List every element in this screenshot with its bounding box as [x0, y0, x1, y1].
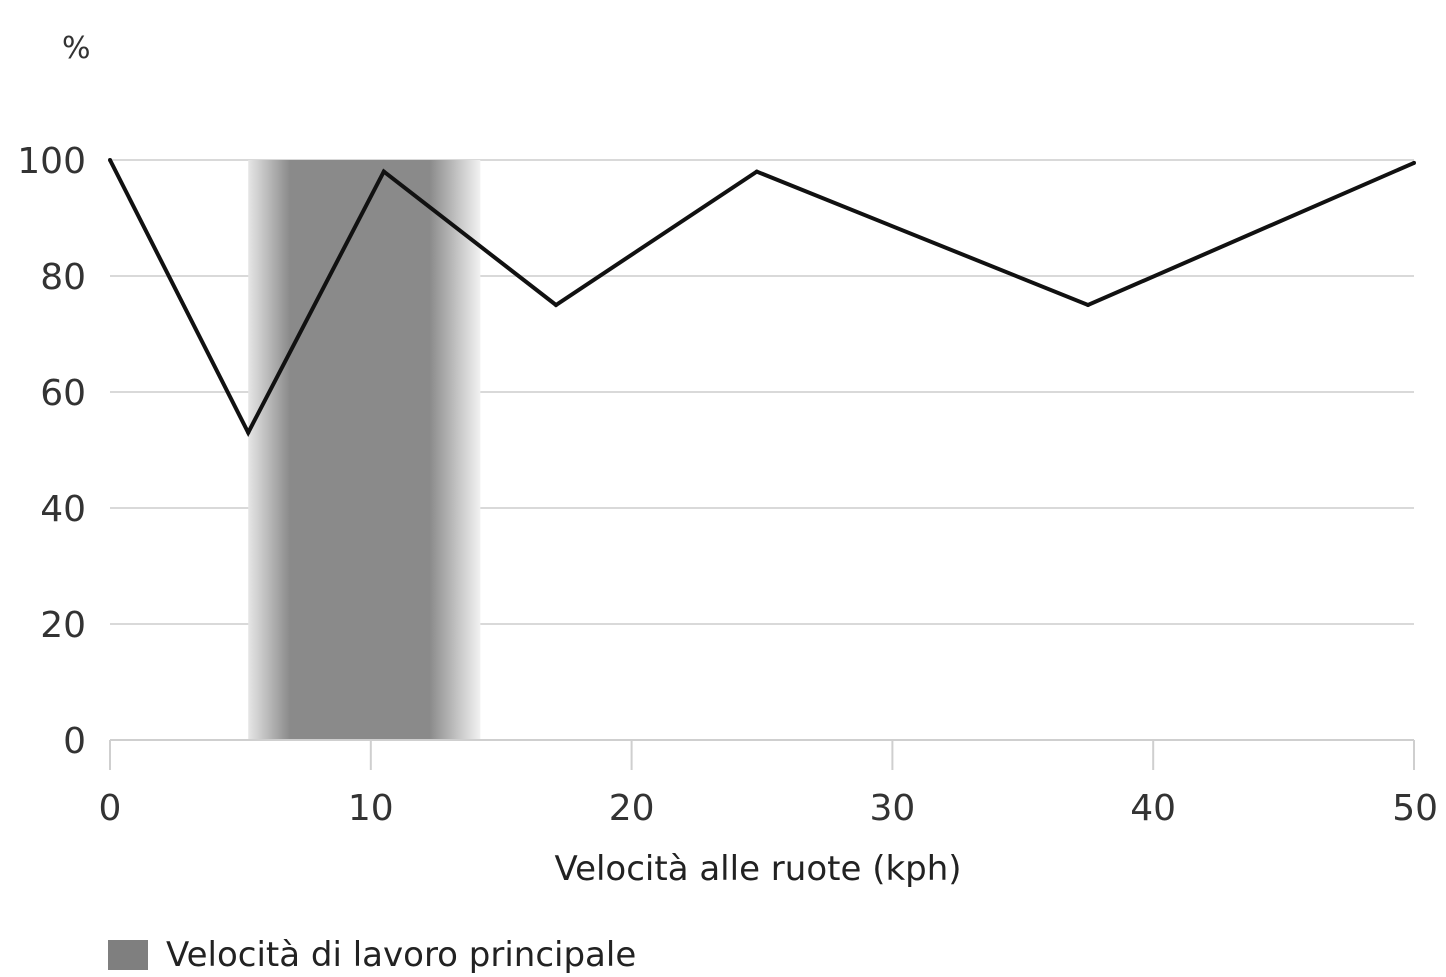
- x-tick-label-30: 30: [869, 788, 915, 829]
- legend-swatch: [108, 940, 148, 970]
- working-speed-band: [248, 160, 480, 740]
- legend-label: Velocità di lavoro principale: [166, 935, 636, 975]
- y-tick-label-80: 80: [40, 257, 86, 298]
- y-unit-label: %: [62, 31, 91, 66]
- x-axis-title: Velocità alle ruote (kph): [554, 849, 961, 889]
- x-tick-label-0: 0: [99, 788, 122, 829]
- data-point-6: [1412, 161, 1416, 165]
- y-tick-label-60: 60: [40, 373, 86, 414]
- data-point-2: [382, 170, 386, 174]
- legend: Velocità di lavoro principale: [108, 933, 636, 977]
- y-tick-label-0: 0: [63, 721, 86, 762]
- data-point-4: [755, 170, 759, 174]
- x-tick-label-10: 10: [348, 788, 394, 829]
- data-point-5: [1086, 303, 1090, 307]
- data-point-3: [554, 303, 558, 307]
- data-point-0: [108, 158, 112, 162]
- chart-svg: 0 20 40 60 80 100 0 10 20 30 40 50 % Velocità alle…: [0, 0, 1446, 930]
- x-tick-labels: 0 10 20 30 40 50: [99, 788, 1438, 829]
- x-tick-label-40: 40: [1130, 788, 1176, 829]
- y-tick-labels: 0 20 40 60 80 100: [17, 141, 86, 762]
- y-tick-label-20: 20: [40, 605, 86, 646]
- data-point-1: [246, 431, 250, 435]
- axes: [110, 740, 1414, 770]
- y-tick-label-100: 100: [17, 141, 86, 182]
- y-tick-label-40: 40: [40, 489, 86, 530]
- x-tick-label-50: 50: [1392, 788, 1438, 829]
- x-tick-label-20: 20: [609, 788, 655, 829]
